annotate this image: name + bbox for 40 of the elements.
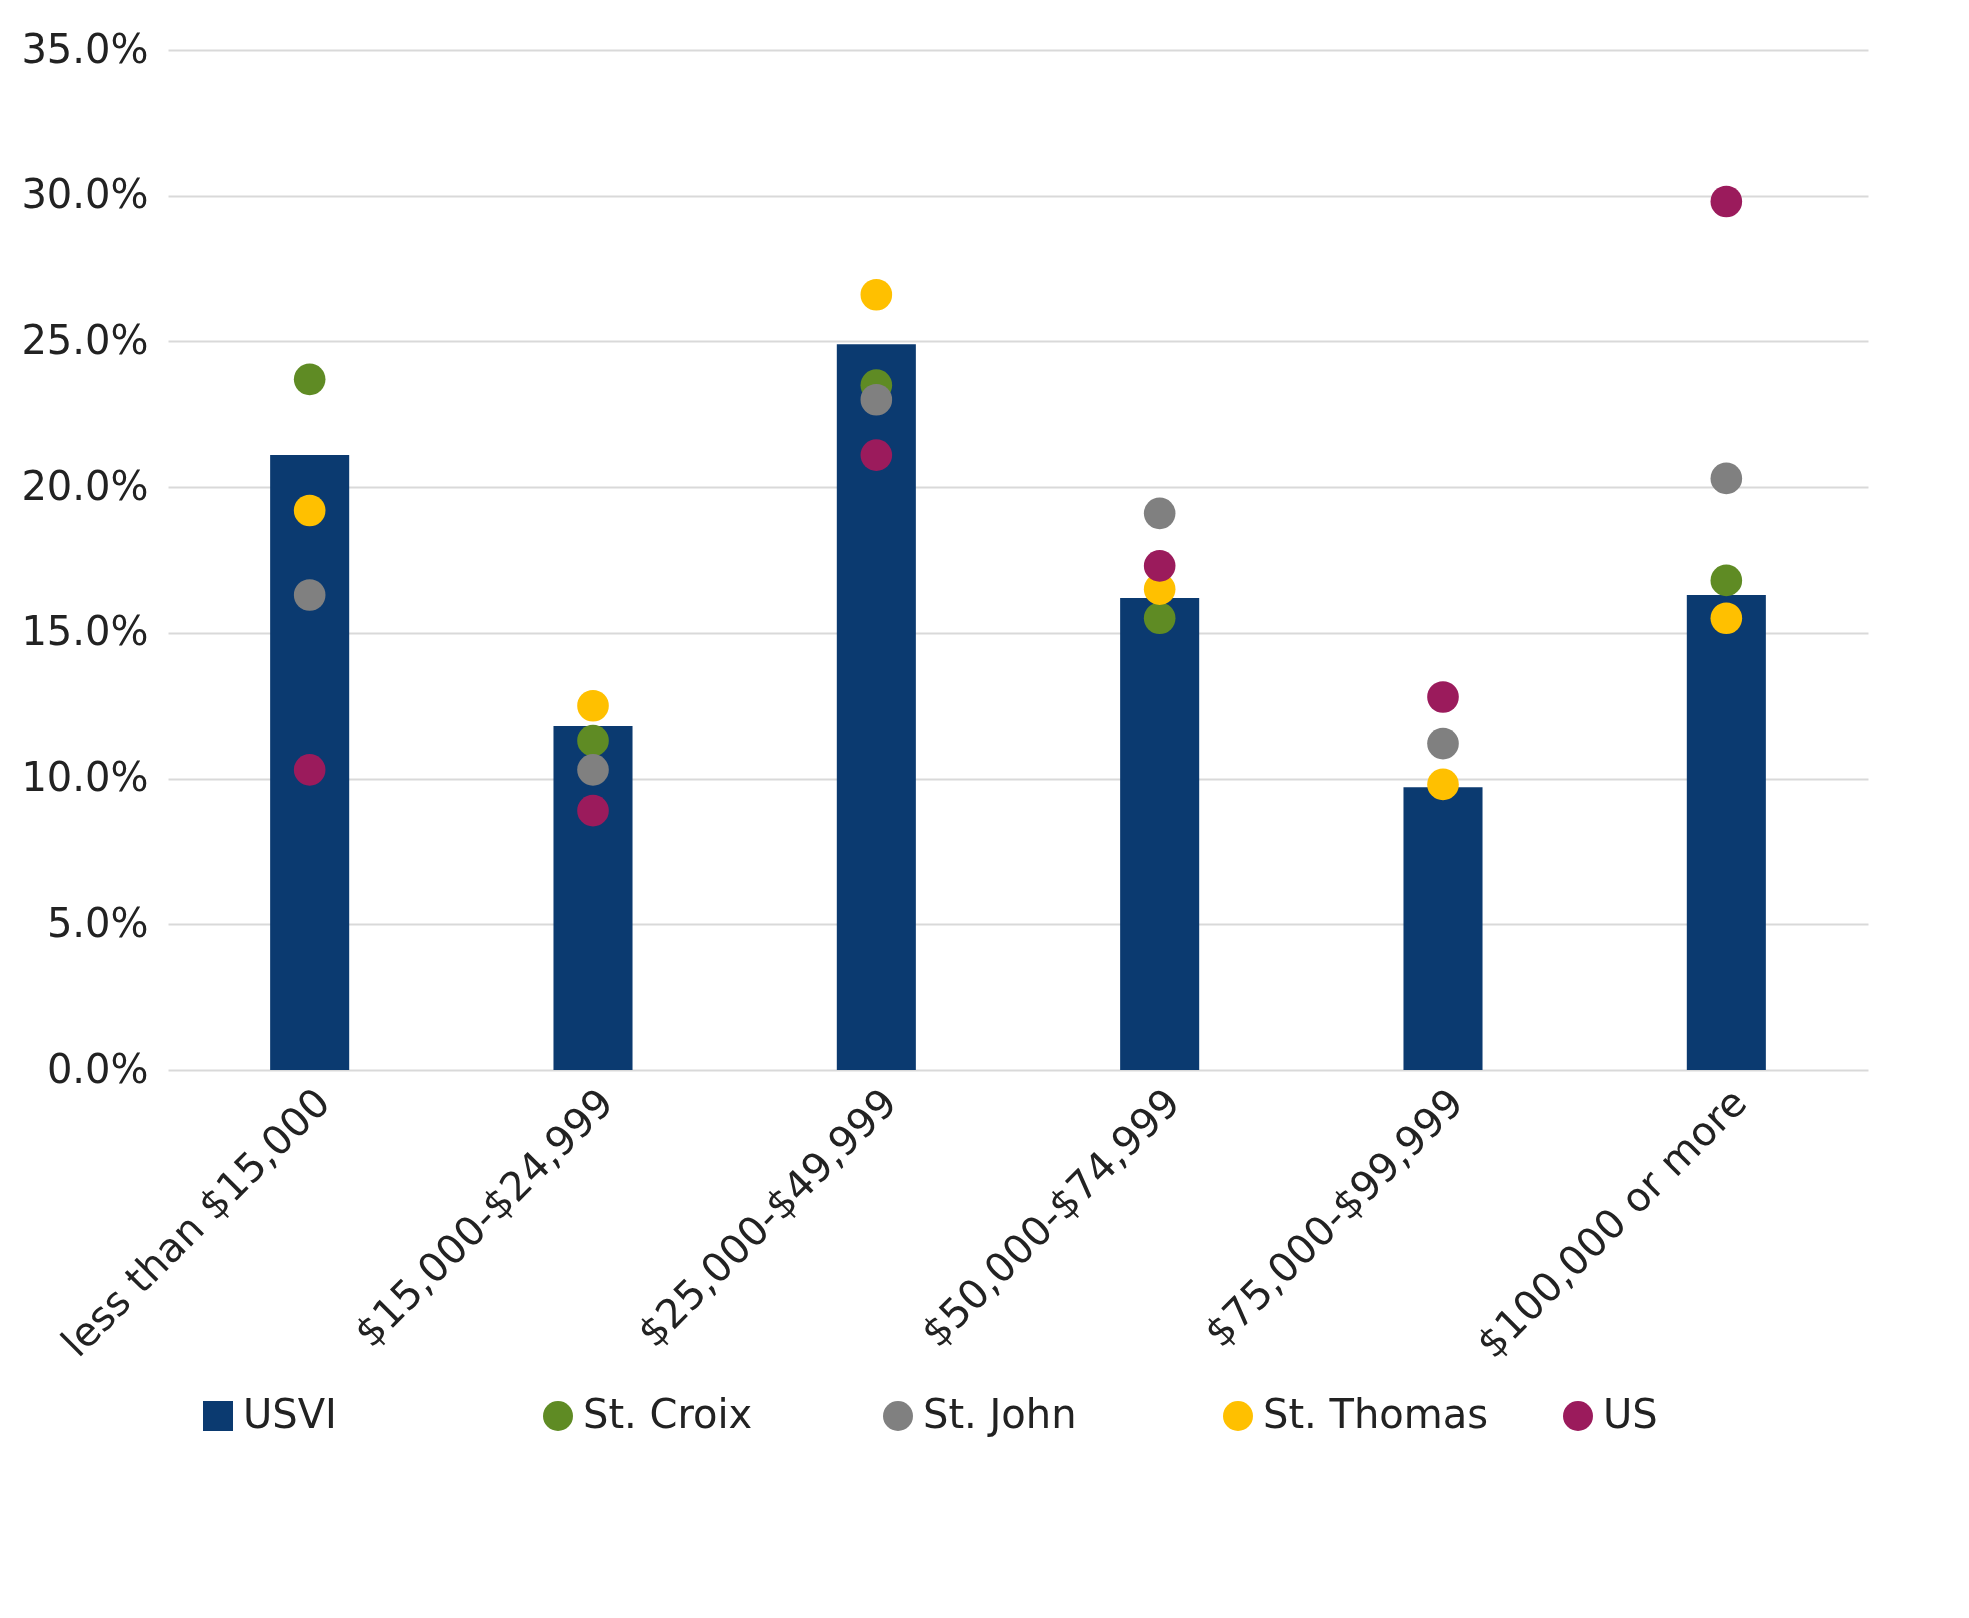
legend-label: US: [1603, 1391, 1658, 1437]
point: [1710, 602, 1743, 635]
y-tick-label: 15.0%: [21, 608, 149, 655]
point: [1427, 768, 1459, 801]
point: [860, 383, 893, 416]
point: [577, 689, 609, 722]
y-tick-label: 20.0%: [21, 462, 149, 509]
point: [1427, 727, 1459, 760]
point: [577, 754, 609, 786]
point: [577, 724, 609, 757]
y-tick-label: 30.0%: [21, 171, 149, 218]
point: [1143, 602, 1176, 635]
legend-label: St. John: [923, 1391, 1077, 1437]
point: [860, 439, 893, 471]
y-tick-label: 35.0%: [21, 25, 149, 72]
y-tick-label: 0.0%: [46, 1045, 149, 1092]
legend-label: St. Croix: [583, 1391, 753, 1437]
point: [293, 494, 326, 527]
point: [1143, 497, 1176, 530]
point: [293, 363, 326, 396]
bar: [1403, 787, 1483, 1070]
y-tick-label: 25.0%: [21, 316, 149, 363]
bar: [836, 344, 916, 1070]
legend-label: USVI: [243, 1391, 337, 1437]
point: [860, 279, 893, 311]
legend-label: St. Thomas: [1263, 1391, 1489, 1437]
bar: [1120, 597, 1200, 1070]
y-tick-label: 5.0%: [46, 899, 149, 946]
bar: [553, 726, 633, 1070]
point: [293, 579, 326, 611]
point: [1710, 185, 1743, 218]
point: [577, 794, 609, 827]
y-tick-label: 10.0%: [21, 754, 149, 801]
bar: [270, 455, 350, 1070]
point: [1710, 462, 1743, 495]
point: [1710, 564, 1743, 597]
point: [1143, 550, 1176, 582]
bar: [1686, 594, 1766, 1070]
point: [293, 754, 326, 786]
point: [1427, 681, 1459, 713]
